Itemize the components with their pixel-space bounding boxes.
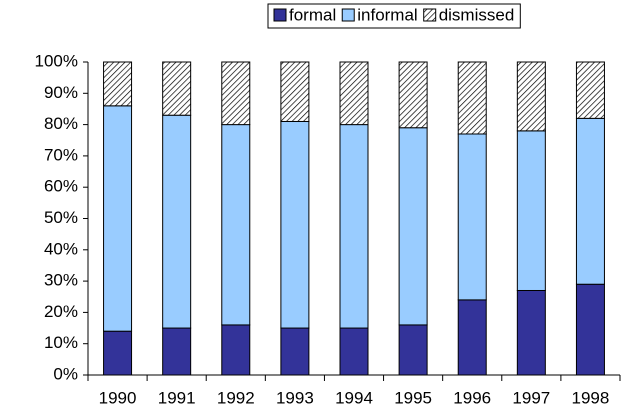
y-tick-label: 10% (44, 333, 78, 352)
x-tick-label: 1992 (217, 388, 255, 407)
bar-segment (339, 327, 369, 376)
bar-segment (221, 61, 251, 126)
bar-segment (221, 124, 251, 326)
bar-segment (575, 117, 605, 285)
y-tick-label: 60% (44, 177, 78, 196)
x-tick-label: 1996 (453, 388, 491, 407)
y-tick-label: 30% (44, 271, 78, 290)
bar-segment (103, 61, 133, 107)
bar-segment (162, 114, 192, 329)
legend-label: informal (357, 5, 417, 24)
x-tick-label: 1994 (335, 388, 373, 407)
bar-segment (103, 330, 133, 376)
legend: formal informal dismissed (267, 3, 521, 29)
x-tick-label: 1993 (276, 388, 314, 407)
bar-segment (103, 105, 133, 332)
y-tick-label: 90% (44, 83, 78, 102)
bar-segment (457, 299, 487, 376)
bar-segment (280, 327, 310, 376)
legend-frame (267, 3, 521, 29)
y-tick-label: 40% (44, 239, 78, 258)
x-tick-label: 1995 (394, 388, 432, 407)
bar-segment (457, 133, 487, 301)
bar-segment (221, 324, 251, 376)
bar-segment (339, 124, 369, 329)
legend-label: dismissed (439, 5, 515, 24)
bar-segment (575, 61, 605, 119)
bar-segment (162, 61, 192, 116)
bar-segment (280, 120, 310, 329)
legend-label: formal (289, 5, 336, 24)
y-tick-label: 100% (35, 51, 78, 70)
legend-swatch (341, 8, 355, 22)
y-tick-label: 70% (44, 145, 78, 164)
bar-segment (162, 327, 192, 376)
y-tick-label: 80% (44, 114, 78, 133)
x-tick-label: 1998 (572, 388, 610, 407)
bar-segment (398, 324, 428, 376)
y-tick-label: 20% (44, 302, 78, 321)
y-tick-label: 50% (44, 208, 78, 227)
bar-segment (398, 61, 428, 129)
x-tick-label: 1990 (99, 388, 137, 407)
bar-segment (516, 130, 546, 291)
bar-segment (457, 61, 487, 135)
x-tick-label: 1991 (158, 388, 196, 407)
bar-segment (339, 61, 369, 126)
y-tick-label: 0% (53, 364, 78, 383)
bar-segment (516, 61, 546, 132)
bar-segment (575, 283, 605, 376)
legend-swatch (273, 8, 287, 22)
bar-segment (516, 289, 546, 376)
x-tick-label: 1997 (512, 388, 550, 407)
bar-segment (398, 127, 428, 326)
legend-swatch (423, 8, 437, 22)
bar-segment (280, 61, 310, 122)
